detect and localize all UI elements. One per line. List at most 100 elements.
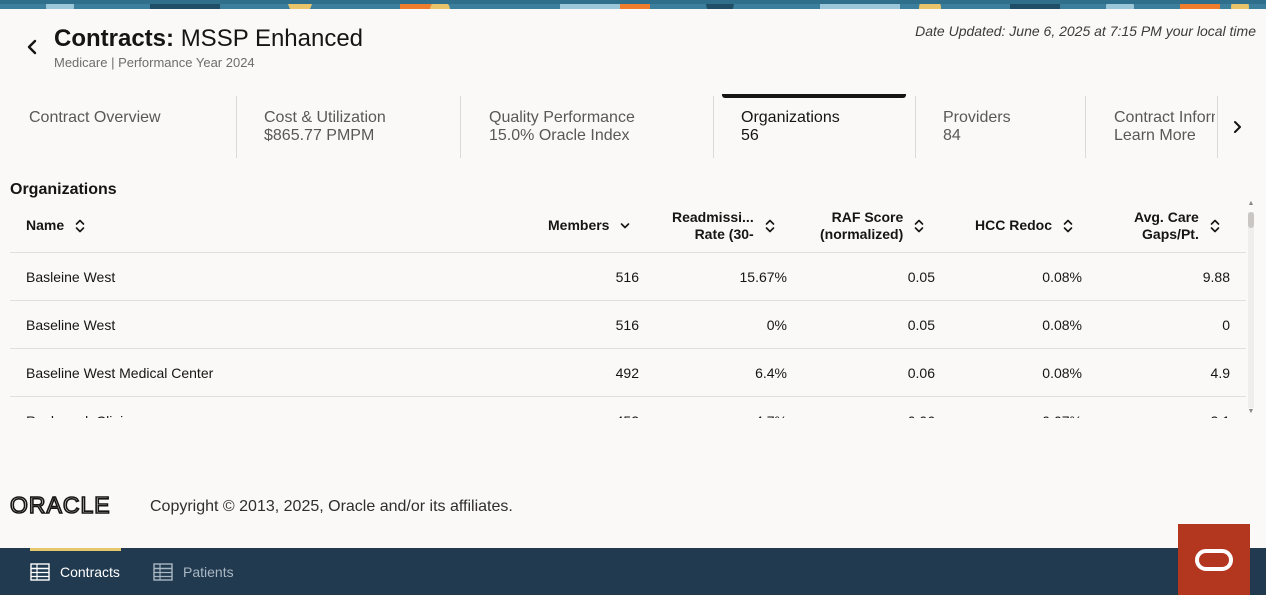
sort-icon[interactable] — [1060, 218, 1076, 234]
tab-sub-value: 56 — [741, 127, 759, 144]
table-row[interactable]: Basleine West 516 15.67% 0.05 0.08% 9.88 — [10, 253, 1246, 301]
tab-label: Organizations — [741, 109, 840, 126]
cell-avg-care-gaps: 4.9 — [1210, 365, 1230, 381]
title-contract-name: MSSP Enhanced — [180, 25, 364, 52]
back-button[interactable] — [22, 37, 42, 57]
tab-label: Contract Information — [1114, 109, 1215, 126]
sort-icon[interactable] — [911, 218, 927, 234]
oracle-logo: ORACLE — [10, 491, 111, 519]
tab-divider — [1217, 96, 1218, 158]
column-label: Avg. Care Gaps/Pt. — [1134, 209, 1199, 243]
contract-tabs: Contract Overview Cost & Utilization $86… — [0, 94, 1266, 158]
cell-hcc-redoc: 0.08% — [1042, 269, 1082, 285]
scrollbar-track[interactable] — [1248, 212, 1254, 408]
cell-name: Baseline West Medical Center — [26, 365, 214, 381]
scrollbar-thumb[interactable] — [1248, 212, 1254, 228]
cell-hcc-redoc: 0.07% — [982, 397, 1082, 418]
sort-descending-icon[interactable] — [617, 218, 633, 234]
cell-members: 492 — [615, 365, 639, 381]
tab-organizations[interactable]: Organizations 56 — [714, 94, 914, 158]
cell-name: Rockcreek Clinic — [26, 397, 130, 418]
organizations-table: Name Members Readmissi... Rate (30- RAF … — [10, 198, 1246, 418]
tab-sub-value: 15.0% Oracle Index — [489, 127, 630, 144]
table-icon — [153, 562, 173, 581]
chevron-right-icon — [1234, 121, 1241, 133]
scroll-down-icon[interactable]: ▼ — [1247, 408, 1255, 415]
cell-members: 452 — [539, 397, 639, 418]
tab-quality-performance[interactable]: Quality Performance 15.0% Oracle Index — [489, 94, 707, 158]
oracle-logo-text: ORACLE — [10, 492, 111, 518]
cell-raf-score: 0.05 — [907, 317, 935, 333]
cell-raf-score: 0.06 — [835, 397, 935, 418]
column-label: HCC Redoc — [975, 217, 1053, 233]
tab-label: Contract Overview — [29, 109, 161, 126]
column-header-raf-score[interactable]: RAF Score (normalized) — [820, 198, 927, 253]
tab-sub-value: 84 — [943, 127, 961, 144]
tabs-next-button[interactable] — [1222, 114, 1252, 140]
tab-divider — [460, 96, 461, 158]
column-label: Readmissi... Rate (30- — [672, 209, 754, 243]
oracle-o-icon — [1195, 548, 1233, 571]
cell-name: Baseline West — [26, 317, 116, 333]
chevron-left-icon — [27, 39, 37, 55]
tab-label: Quality Performance — [489, 109, 635, 126]
tab-contract-information[interactable]: Contract Information Learn More — [1114, 94, 1215, 158]
tab-contract-overview[interactable]: Contract Overview — [29, 94, 229, 158]
scroll-up-icon[interactable]: ▲ — [1247, 200, 1255, 207]
cell-readmission: 6.4% — [755, 365, 787, 381]
column-label-line2: Gaps/Pt. — [1142, 225, 1199, 242]
section-title: Organizations — [10, 181, 117, 198]
table-row[interactable]: Baseline West 516 0% 0.05 0.08% 0 — [10, 301, 1246, 349]
cell-hcc-redoc: 0.08% — [1042, 365, 1082, 381]
sort-icon[interactable] — [72, 218, 88, 234]
cell-readmission: 15.67% — [739, 269, 787, 285]
column-header-hcc-redoc[interactable]: HCC Redoc — [975, 198, 1076, 253]
oracle-assistant-button[interactable] — [1178, 524, 1250, 595]
page-title: Contracts: MSSP Enhanced — [54, 25, 363, 53]
date-updated: Date Updated: June 6, 2025 at 7:15 PM yo… — [915, 23, 1256, 39]
tab-divider — [1085, 96, 1086, 158]
column-label: Members — [548, 217, 610, 233]
cell-members: 516 — [615, 269, 639, 285]
column-header-name[interactable]: Name — [26, 198, 88, 253]
tab-cost-utilization[interactable]: Cost & Utilization $865.77 PMPM — [264, 94, 454, 158]
sort-icon[interactable] — [762, 218, 778, 234]
cell-avg-care-gaps: 9.88 — [1202, 269, 1230, 285]
tab-divider — [915, 96, 916, 158]
column-label-line1: Readmissi... — [672, 208, 754, 225]
table-header: Name Members Readmissi... Rate (30- RAF … — [10, 198, 1246, 253]
sort-icon[interactable] — [1207, 218, 1223, 234]
tab-divider — [236, 96, 237, 158]
column-label: RAF Score (normalized) — [820, 209, 903, 243]
tab-sub-value: $865.77 PMPM — [264, 127, 375, 144]
table-row[interactable]: Rockcreek Clinic 452 4.7% 0.06 0.07% 2.1 — [10, 397, 1246, 418]
nav-item-label: Patients — [183, 563, 234, 580]
tab-label: Providers — [943, 109, 1011, 126]
table-icon — [30, 562, 50, 581]
title-prefix: Contracts: — [54, 25, 175, 52]
tab-sub-value: Learn More — [1114, 127, 1196, 144]
page-header: Contracts: MSSP Enhanced Medicare | Perf… — [0, 9, 1266, 89]
table-scrollbar[interactable]: ▲ ▼ — [1246, 200, 1256, 418]
cell-members: 516 — [615, 317, 639, 333]
page-footer: ORACLE Copyright © 2013, 2025, Oracle an… — [10, 490, 513, 520]
table-row[interactable]: Baseline West Medical Center 492 6.4% 0.… — [10, 349, 1246, 397]
column-label-line1: Avg. Care — [1134, 208, 1199, 225]
column-header-readmission[interactable]: Readmissi... Rate (30- — [672, 198, 778, 253]
tab-label: Cost & Utilization — [264, 109, 386, 126]
nav-item-label: Contracts — [60, 563, 120, 580]
cell-raf-score: 0.06 — [907, 365, 935, 381]
cell-readmission: 4.7% — [687, 397, 787, 418]
tab-divider — [713, 96, 714, 158]
nav-item-patients[interactable]: Patients — [153, 548, 234, 595]
tab-providers[interactable]: Providers 84 — [943, 94, 1079, 158]
copyright-text: Copyright © 2013, 2025, Oracle and/or it… — [150, 498, 513, 515]
column-header-members[interactable]: Members — [548, 198, 633, 253]
decorative-banner — [0, 0, 1266, 9]
page-subtitle: Medicare | Performance Year 2024 — [54, 55, 255, 70]
column-header-avg-care-gaps[interactable]: Avg. Care Gaps/Pt. — [1134, 198, 1223, 253]
cell-raf-score: 0.05 — [907, 269, 935, 285]
cell-hcc-redoc: 0.08% — [1042, 317, 1082, 333]
column-label-line2: Rate (30- — [694, 225, 754, 242]
nav-item-contracts[interactable]: Contracts — [30, 548, 121, 595]
